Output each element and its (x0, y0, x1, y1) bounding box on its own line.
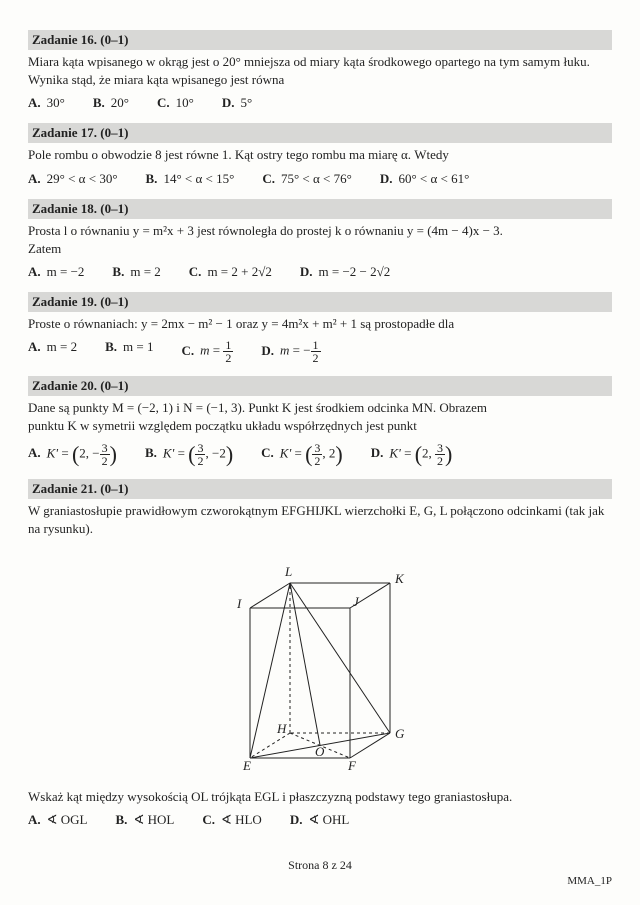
opt-b: B.m = 1 (105, 339, 153, 364)
opt-c: C.75° < α < 76° (262, 171, 352, 187)
doc-code: MMA_1P (28, 875, 612, 887)
task-21-question: Wskaż kąt między wysokością OL trójkąta … (28, 788, 612, 806)
task-17-options: A.29° < α < 30° B.14° < α < 15° C.75° < … (28, 171, 612, 187)
opt-a: A.29° < α < 30° (28, 171, 118, 187)
opt-d: D.m = −12 (261, 339, 320, 364)
task-21-header: Zadanie 21. (0–1) (28, 479, 612, 499)
opt-b: B.m = 2 (112, 264, 160, 280)
task-20-options: A.K' = (2, −32) B.K' = (32, −2) C.K' = (… (28, 442, 612, 467)
svg-text:I: I (236, 596, 242, 611)
opt-b: B.14° < α < 15° (146, 171, 235, 187)
opt-a: A.30° (28, 95, 65, 111)
opt-c: C.K' = (32, 2) (261, 442, 343, 467)
svg-text:H: H (276, 721, 287, 736)
opt-c: C.m = 12 (181, 339, 233, 364)
opt-c: C.m = 2 + 2√2 (189, 264, 272, 280)
task-16-header: Zadanie 16. (0–1) (28, 30, 612, 50)
task-18-header: Zadanie 18. (0–1) (28, 199, 612, 219)
opt-a: A.∢ OGL (28, 812, 88, 828)
task-19-options: A.m = 2 B.m = 1 C.m = 12 D.m = −12 (28, 339, 612, 364)
task-16-options: A.30° B.20° C.10° D.5° (28, 95, 612, 111)
task-18-body: Prosta l o równaniu y = m²x + 3 jest rów… (28, 222, 612, 258)
svg-text:F: F (347, 758, 357, 773)
opt-a: A.m = −2 (28, 264, 84, 280)
svg-text:E: E (242, 758, 251, 773)
opt-d: D.5° (222, 95, 252, 111)
svg-text:O: O (315, 744, 325, 759)
task-21-options: A.∢ OGL B.∢ HOL C.∢ HLO D.∢ OHL (28, 812, 612, 828)
opt-c: C.∢ HLO (202, 812, 262, 828)
svg-text:K: K (394, 571, 405, 586)
prism-figure: E F G H I J K L O (28, 548, 612, 778)
svg-text:L: L (284, 564, 292, 579)
opt-c: C.10° (157, 95, 194, 111)
task-20-body: Dane są punkty M = (−2, 1) i N = (−1, 3)… (28, 399, 612, 435)
task-17-header: Zadanie 17. (0–1) (28, 123, 612, 143)
task-19-body: Proste o równaniach: y = 2mx − m² − 1 or… (28, 315, 612, 333)
task-20-header: Zadanie 20. (0–1) (28, 376, 612, 396)
opt-d: D.K' = (2, 32) (371, 442, 453, 467)
task-19-header: Zadanie 19. (0–1) (28, 292, 612, 312)
opt-d: D.60° < α < 61° (380, 171, 470, 187)
opt-b: B.K' = (32, −2) (145, 442, 233, 467)
task-21-body: W graniastosłupie prawidłowym czworokątn… (28, 502, 612, 538)
page-footer: Strona 8 z 24 (28, 858, 612, 873)
opt-b: B.∢ HOL (116, 812, 175, 828)
svg-text:G: G (395, 726, 405, 741)
opt-a: A.K' = (2, −32) (28, 442, 117, 467)
task-17-body: Pole rombu o obwodzie 8 jest równe 1. Ką… (28, 146, 612, 164)
opt-d: D.m = −2 − 2√2 (300, 264, 390, 280)
opt-d: D.∢ OHL (290, 812, 350, 828)
task-18-options: A.m = −2 B.m = 2 C.m = 2 + 2√2 D.m = −2 … (28, 264, 612, 280)
opt-a: A.m = 2 (28, 339, 77, 364)
task-16-body: Miara kąta wpisanego w okrąg jest o 20° … (28, 53, 612, 89)
svg-text:J: J (353, 594, 360, 609)
opt-b: B.20° (93, 95, 129, 111)
